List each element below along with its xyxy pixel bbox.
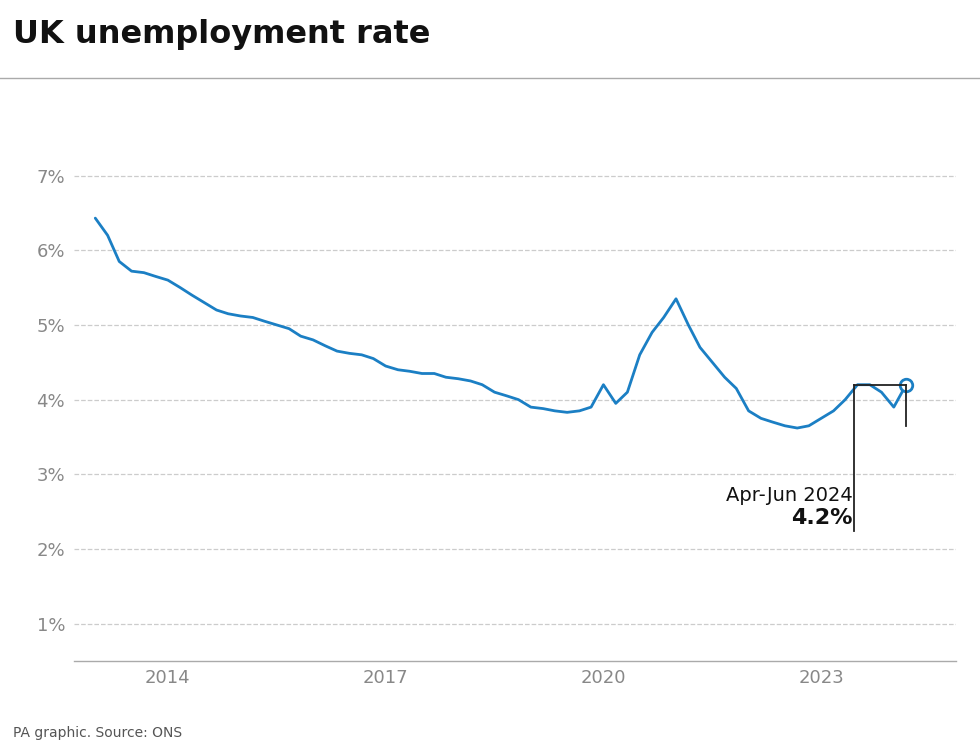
- Text: UK unemployment rate: UK unemployment rate: [13, 19, 430, 49]
- Text: Apr-Jun 2024: Apr-Jun 2024: [725, 486, 853, 505]
- Text: PA graphic. Source: ONS: PA graphic. Source: ONS: [13, 725, 182, 740]
- Text: 4.2%: 4.2%: [791, 508, 853, 527]
